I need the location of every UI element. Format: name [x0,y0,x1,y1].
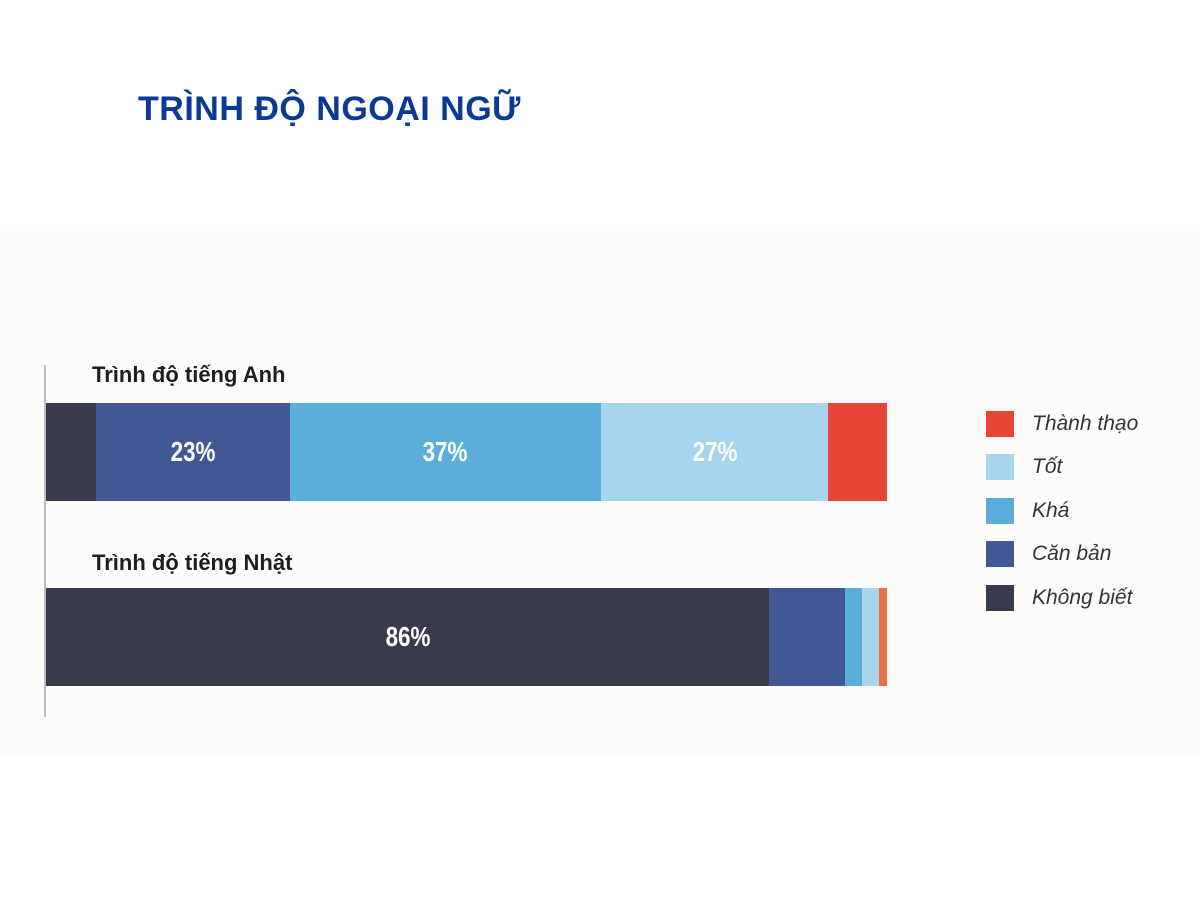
legend-label: Căn bản [1032,542,1112,566]
data-label: 37% [423,436,468,467]
legend-label: Tốt [1032,455,1063,479]
bar-english: 23% 37% 27% [46,403,887,501]
bar-segment-không-biết: 86% [46,588,770,686]
legend-swatch [986,497,1014,524]
legend-swatch [986,584,1014,611]
legend-item: Thành thạo [986,402,1138,446]
data-label: 27% [692,436,737,467]
bar-segment-căn-bản: 23% [96,403,290,501]
data-label: 23% [170,436,216,467]
legend-item: Khá [986,489,1138,533]
bar-segment-không-biết [46,403,97,501]
legend-label: Khá [1032,498,1070,522]
bar-segment-khá: 37% [289,403,602,501]
legend-swatch [986,541,1014,568]
bar-segment-thành-thạo [878,588,887,686]
bar-segment-tốt: 27% [601,403,829,501]
legend-item: Căn bản [986,533,1138,577]
chart-title: TRÌNH ĐỘ NGOẠI NGỮ [138,90,521,128]
y-axis-line [44,365,46,717]
legend-swatch [986,454,1014,481]
legend-label: Không biết [1032,585,1133,609]
row-label-english: Trình độ tiếng Anh [92,362,286,387]
bar-segment-thành-thạo [828,403,887,501]
bar-japanese: 86% [46,588,887,686]
bar-segment-tốt [861,588,879,686]
bar-segment-khá [844,588,862,686]
legend-swatch [986,410,1014,437]
data-label: 86% [385,621,431,652]
bar-segment-căn-bản [769,588,845,686]
row-label-japanese: Trình độ tiếng Nhật [92,550,293,575]
legend-item: Không biết [986,576,1138,620]
legend-label: Thành thạo [1032,411,1139,435]
legend: Thành thạo Tốt Khá Căn bản Không biết [986,402,1138,620]
legend-item: Tốt [986,446,1138,490]
